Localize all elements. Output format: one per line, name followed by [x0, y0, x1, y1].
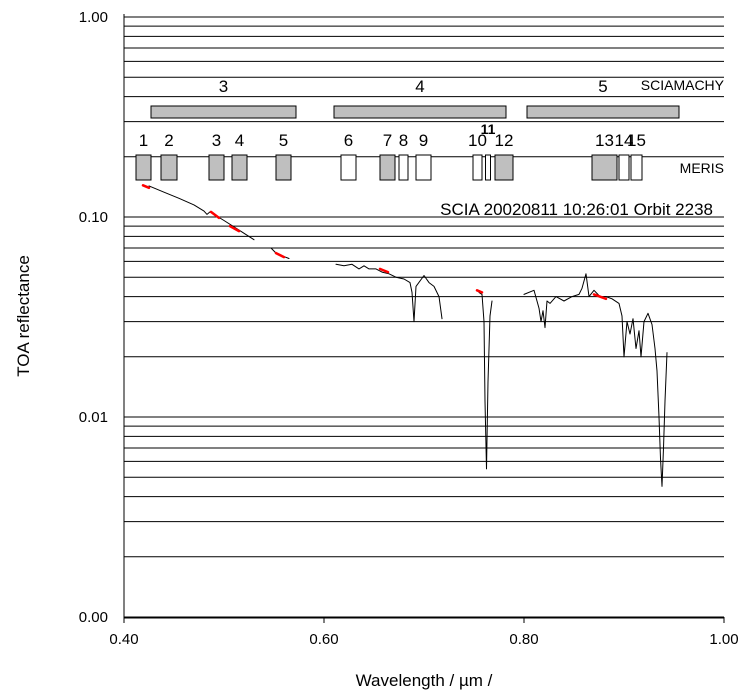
meris-sample-segment [141, 184, 151, 190]
sciamachy-band-label: 3 [219, 77, 228, 96]
meris-band-label: 15 [627, 131, 646, 150]
meris-band-box [618, 154, 630, 181]
tick-labels: 1.00 0.10 0.01 0.000.40 0.60 0.80 1.00 [79, 9, 739, 648]
grid-lines [124, 16, 724, 618]
meris-sample-segment [475, 289, 484, 294]
sciamachy-label: SCIAMACHY [641, 77, 725, 93]
spectrum-line-segment [148, 185, 255, 241]
meris-band-label: 4 [235, 131, 244, 150]
sciamachy-band-bar [150, 105, 297, 119]
meris-band-box [379, 154, 396, 181]
meris-band-box [398, 154, 409, 181]
meris-band-box [135, 154, 152, 181]
y-tick-label: 0.10 [79, 209, 108, 226]
meris-band-box [340, 154, 357, 181]
meris-band-box [160, 154, 178, 181]
sciamachy-band-bar [333, 105, 507, 119]
spectrum-line-segment [478, 291, 493, 470]
x-tick-label: 0.60 [309, 631, 338, 648]
meris-sample-segment [209, 210, 221, 220]
meris-sample-segment [592, 293, 608, 301]
meris-band-label: 7 [383, 131, 392, 150]
spectrum-line-segment [523, 273, 668, 487]
meris-band-box [275, 154, 292, 181]
meris-band-label: 6 [344, 131, 353, 150]
y-axis-title: TOA reflectance [14, 255, 33, 377]
spectrum-line-segment [270, 247, 290, 259]
meris-band-box [472, 154, 483, 181]
y-tick-label: 1.00 [79, 9, 108, 26]
meris-band-label: 10 [468, 131, 487, 150]
meris-band-label: 5 [279, 131, 288, 150]
meris-band-box [231, 154, 248, 181]
meris-band-label: 11 [481, 121, 496, 137]
axes [123, 14, 724, 619]
x-tick-label: 1.00 [709, 631, 738, 648]
meris-band-label: 8 [399, 131, 408, 150]
annotation-label: SCIA 20020811 10:26:01 Orbit 2238 [440, 200, 713, 219]
x-tick-label: 0.80 [509, 631, 538, 648]
meris-band-box [485, 154, 491, 181]
meris-band-box [208, 154, 225, 181]
y-tick-label: 0.01 [79, 409, 108, 426]
y-tick-label: 0.00 [79, 609, 108, 626]
sciamachy-band-label: 5 [598, 77, 607, 96]
x-axis-title: Wavelength / µm / [356, 671, 493, 690]
spectrum-line-segment [335, 263, 443, 323]
spectrum-series [141, 184, 668, 487]
meris-sample-segment [228, 224, 241, 233]
meris-band-label: 3 [212, 131, 221, 150]
meris-band-box [494, 154, 514, 181]
meris-band-label: 14 [615, 131, 634, 150]
meris-band-box [630, 154, 643, 181]
meris-label: MERIS [680, 160, 724, 176]
meris-band-box [415, 154, 432, 181]
meris-band-label: 9 [419, 131, 428, 150]
meris-band-box [591, 154, 618, 181]
meris-sample-segment [274, 251, 286, 259]
sciamachy-band-label: 4 [415, 77, 424, 96]
meris-band-label: 2 [164, 131, 173, 150]
meris-sample-segment [378, 267, 390, 274]
meris-band-label: 13 [595, 131, 614, 150]
meris-band-label: 12 [495, 131, 514, 150]
x-tick-label: 0.40 [109, 631, 138, 648]
sciamachy-band-bar [526, 105, 680, 119]
meris-band-label: 1 [139, 131, 148, 150]
